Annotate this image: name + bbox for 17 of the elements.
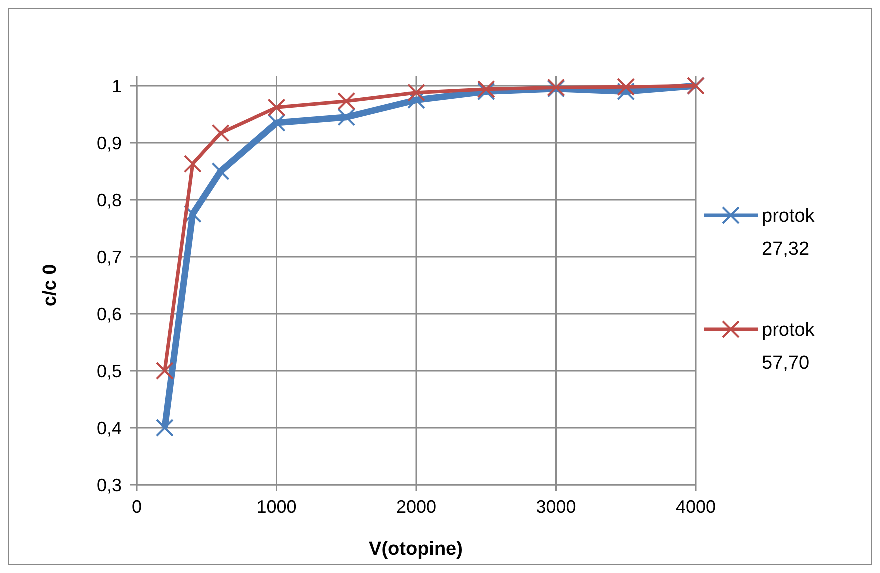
x-tick-label: 2000 [396, 497, 437, 517]
y-tick-label: 1 [112, 76, 122, 96]
x-tick-label: 1000 [256, 497, 297, 517]
x-tick-label: 4000 [676, 497, 716, 517]
y-tick-label: 0,6 [96, 304, 122, 324]
y-axis-title: c/c 0 [40, 264, 61, 307]
x-axis-title: V(otopine) [369, 539, 463, 560]
y-tick-label: 0,4 [96, 418, 122, 438]
y-tick-label: 0,8 [96, 190, 122, 210]
x-tick-label: 3000 [536, 497, 576, 517]
y-tick-label: 0,5 [96, 361, 122, 382]
y-tick-label: 0,7 [96, 247, 122, 268]
legend-label: protok 57,70 [762, 320, 816, 374]
y-tick-label: 0,3 [96, 475, 122, 496]
x-tick-label: 0 [132, 497, 142, 517]
legend-label: protok 27,32 [762, 206, 816, 260]
y-tick-label: 0,9 [96, 133, 122, 154]
